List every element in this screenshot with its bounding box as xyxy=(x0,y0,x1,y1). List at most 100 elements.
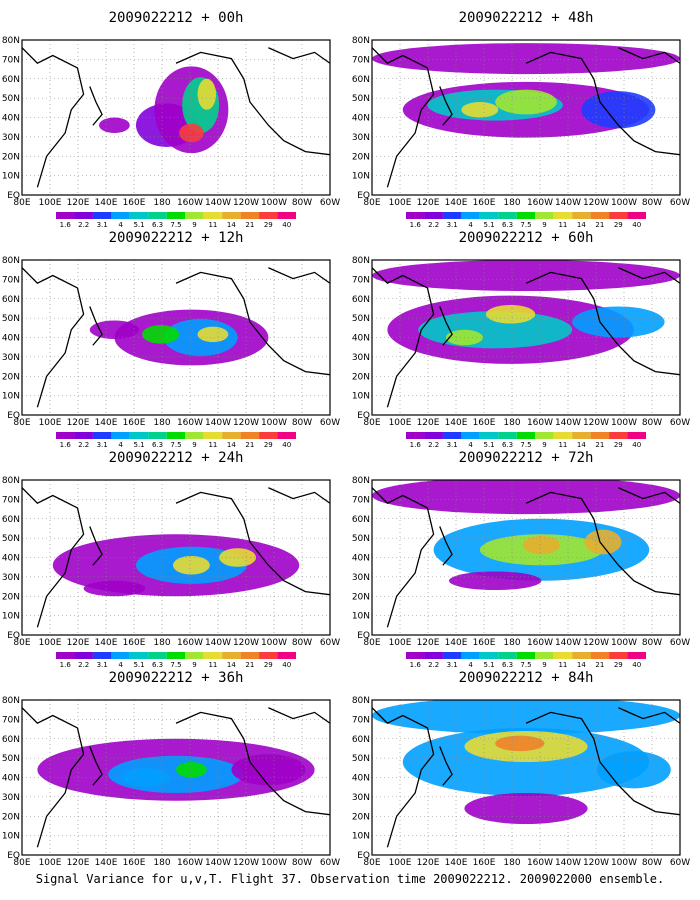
lat-tick-label: 10N xyxy=(352,832,370,842)
lon-tick-label: 160W xyxy=(177,638,203,648)
colorbar-label: 11 xyxy=(558,441,567,449)
lat-tick-label: 30N xyxy=(352,353,370,363)
colorbar-swatch xyxy=(148,652,167,659)
map-frame xyxy=(371,479,681,636)
lat-tick-label: 40N xyxy=(352,114,370,124)
panel-title: 2009022212 + 00h xyxy=(109,10,244,26)
lon-tick-label: 120W xyxy=(233,858,259,868)
lon-tick-label: 80W xyxy=(292,858,312,868)
colorbar-swatch xyxy=(442,212,462,219)
coastline xyxy=(525,491,680,596)
lon-tick-label: 80E xyxy=(13,198,30,208)
lon-tick-label: 60W xyxy=(670,198,690,208)
colorbar-swatch xyxy=(240,432,260,439)
lon-tick-label: 160E xyxy=(473,858,496,868)
colorbar-label: 3.1 xyxy=(97,661,108,669)
lat-tick-label: 80N xyxy=(352,36,370,46)
lon-tick-label: 160E xyxy=(473,418,496,428)
lat-tick-label: 20N xyxy=(2,592,20,602)
colorbar-swatch xyxy=(424,652,443,659)
colorbar-swatch xyxy=(572,212,591,219)
colorbar-swatch xyxy=(74,652,93,659)
coastline xyxy=(372,707,435,848)
colorbar-swatch xyxy=(424,432,443,439)
lat-tick-label: 10N xyxy=(352,392,370,402)
map-frame xyxy=(371,259,681,416)
figure: 2009022212 + 00h 80E 100E 120E 140E 160E 180 16… xyxy=(2,10,690,868)
lon-tick-label: 120E xyxy=(417,858,440,868)
colorbar-label: 21 xyxy=(245,221,254,229)
lat-tick-label: 30N xyxy=(352,133,370,143)
colorbar-swatch xyxy=(553,652,573,659)
colorbar-swatch xyxy=(516,432,536,439)
lat-tick-label: 80N xyxy=(352,696,370,706)
colorbar-label: 7.5 xyxy=(520,221,531,229)
colorbar: 1.6 2.2 3.1 4 5.1 6.3 7.5 9 11 14 21 29 40 xyxy=(56,212,296,229)
lon-tick-label: 140W xyxy=(205,638,231,648)
colorbar-swatch xyxy=(92,432,112,439)
panel-title: 2009022212 + 60h xyxy=(459,230,594,246)
map-panel: 2009022212 + 84h 80E 100E 120E 140E 160E 180 16… xyxy=(352,670,690,868)
lon-tick-label: 60W xyxy=(320,418,340,428)
map-frame xyxy=(21,259,331,416)
lon-tick-label: 80W xyxy=(642,418,662,428)
colorbar-label: 9 xyxy=(192,441,196,449)
lat-tick-label: 60N xyxy=(352,75,370,85)
lat-tick-label: 50N xyxy=(2,754,20,764)
lat-tick-label: 30N xyxy=(352,793,370,803)
lon-tick-label: 120E xyxy=(417,418,440,428)
variance-field xyxy=(372,480,680,635)
lat-tick-label: 70N xyxy=(2,55,20,65)
colorbar-swatch xyxy=(442,432,462,439)
lat-tick-label: 20N xyxy=(352,592,370,602)
variance-contour xyxy=(99,117,130,133)
coastline xyxy=(372,487,435,628)
lon-tick-label: 120W xyxy=(233,198,259,208)
lon-tick-label: 120E xyxy=(67,638,90,648)
colorbar-label: 5.1 xyxy=(134,221,145,229)
colorbar-label: 9 xyxy=(542,441,546,449)
lat-tick-label: 10N xyxy=(352,612,370,622)
lat-tick-label: EQ xyxy=(357,411,370,421)
lon-tick-label: 100W xyxy=(611,198,637,208)
lon-tick-label: 60W xyxy=(320,858,340,868)
coastline xyxy=(268,487,330,504)
colorbar-swatch xyxy=(590,652,610,659)
map-frame xyxy=(21,699,331,856)
variance-contour xyxy=(449,571,542,591)
colorbar-label: 9 xyxy=(542,661,546,669)
lat-tick-label: EQ xyxy=(7,631,20,641)
colorbar-swatch xyxy=(627,432,646,439)
colorbar-label: 29 xyxy=(264,661,273,669)
colorbar-swatch xyxy=(627,652,646,659)
colorbar-label: 7.5 xyxy=(520,441,531,449)
panel-title: 2009022212 + 12h xyxy=(109,230,244,246)
colorbar-label: 21 xyxy=(245,441,254,449)
coastline xyxy=(618,707,680,724)
colorbar: 1.6 2.2 3.1 4 5.1 6.3 7.5 9 11 14 21 29 40 xyxy=(406,212,646,229)
coastline xyxy=(372,47,435,188)
lat-tick-label: 50N xyxy=(2,94,20,104)
lon-tick-label: 140W xyxy=(205,198,231,208)
colorbar-label: 4 xyxy=(468,661,473,669)
lon-tick-label: 80W xyxy=(642,638,662,648)
lat-tick-label: 50N xyxy=(2,314,20,324)
colorbar-label: 40 xyxy=(282,661,291,669)
lon-tick-label: 80W xyxy=(642,858,662,868)
lat-tick-label: 80N xyxy=(2,696,20,706)
lon-tick-label: 80W xyxy=(642,198,662,208)
coastline xyxy=(89,746,103,786)
colorbar-label: 11 xyxy=(558,661,567,669)
colorbar-swatch xyxy=(166,652,186,659)
variance-contour xyxy=(596,751,671,789)
colorbar-swatch xyxy=(203,652,223,659)
colorbar-label: 14 xyxy=(577,221,586,229)
colorbar-swatch xyxy=(222,432,241,439)
colorbar-label: 6.3 xyxy=(152,661,163,669)
colorbar-swatch xyxy=(590,212,610,219)
colorbar-swatch xyxy=(185,212,204,219)
lon-tick-label: 60W xyxy=(670,418,690,428)
colorbar-swatch xyxy=(553,432,573,439)
colorbar-swatch xyxy=(553,212,573,219)
lat-tick-label: 50N xyxy=(352,754,370,764)
